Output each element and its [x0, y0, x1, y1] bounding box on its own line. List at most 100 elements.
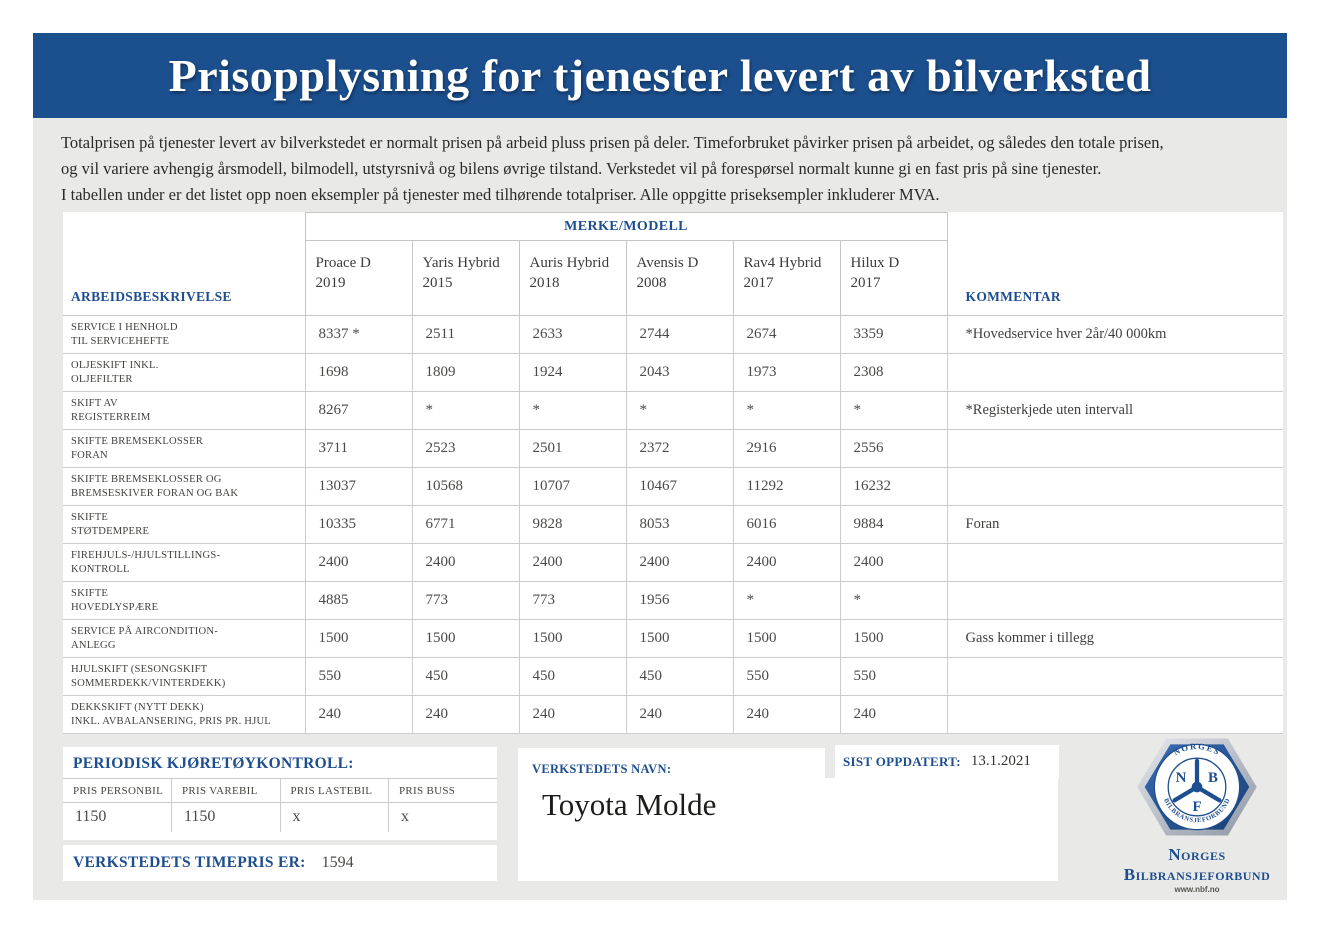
price-cell: 1500: [732, 619, 840, 658]
price-cell: 8053: [625, 505, 733, 544]
logo-org-name: Norges Bilbransjeforbund: [1091, 845, 1303, 884]
price-cell: 16232: [839, 467, 948, 506]
price-cell: 1500: [411, 619, 519, 658]
model-header-yaris: Yaris Hybrid 2015: [411, 240, 519, 316]
model-header-proace: Proace D 2019: [304, 240, 412, 316]
price-cell: 2043: [625, 353, 733, 392]
table-row: SKIFTE HOVEDLYSPÆRE 4885 773 773 1956 * …: [63, 581, 1284, 620]
model-header-rav4: Rav4 Hybrid 2017: [732, 240, 840, 316]
comment-cell: [946, 429, 1284, 468]
comment-header-label: KOMMENTAR: [946, 212, 1284, 316]
price-cell: 450: [518, 657, 626, 696]
periodic-header-row: PRIS PERSONBIL PRIS VAREBIL PRIS LASTEBI…: [63, 779, 497, 803]
logo-org-line1: Norges: [1168, 845, 1226, 864]
price-cell: 13037: [304, 467, 412, 506]
workshop-name-label: VERKSTEDETS NAVN:: [532, 762, 672, 776]
price-cell: 773: [518, 581, 626, 620]
comment-cell: Foran: [946, 505, 1284, 544]
price-cell: 9828: [518, 505, 626, 544]
price-table: ARBEIDSBESKRIVELSE MERKE/MODELL KOMMENTA…: [63, 212, 1284, 734]
price-cell: 2501: [518, 429, 626, 468]
row-label: SKIFTE BREMSEKLOSSER FORAN: [63, 429, 305, 468]
price-cell: 773: [411, 581, 519, 620]
row-label: SKIFTE STØTDEMPERE: [63, 505, 305, 544]
price-cell: 2400: [839, 543, 948, 582]
price-cell: 1500: [625, 619, 733, 658]
periodic-header-personbil: PRIS PERSONBIL: [63, 779, 172, 803]
row-label: FIREHJULS-/HJULSTILLINGS- KONTROLL: [63, 543, 305, 582]
price-cell: 2400: [304, 543, 412, 582]
row-label: SKIFT AV REGISTERREIM: [63, 391, 305, 430]
price-cell: 9884: [839, 505, 948, 544]
last-updated-label: SIST OPPDATERT:: [843, 753, 961, 769]
nbf-emblem-icon: NORGES BILBRANSJEFORBUND N B F: [1137, 738, 1257, 836]
comment-cell: [946, 353, 1284, 392]
price-cell: 10467: [625, 467, 733, 506]
price-cell: 3711: [304, 429, 412, 468]
price-cell: 2523: [411, 429, 519, 468]
comment-cell: [946, 657, 1284, 696]
price-cell: *: [839, 581, 948, 620]
comment-cell: *Registerkjede uten intervall: [946, 391, 1284, 430]
hourly-rate-box: VERKSTEDETS TIMEPRIS ER: 1594: [63, 845, 497, 881]
comment-cell: [946, 581, 1284, 620]
table-row: OLJESKIFT INKL. OLJEFILTER 1698 1809 192…: [63, 353, 1284, 392]
nbf-logo: NORGES BILBRANSJEFORBUND N B F Norges Bi…: [1091, 731, 1303, 894]
price-cell: 10335: [304, 505, 412, 544]
row-label: SERVICE I HENHOLD TIL SERVICEHEFTE: [63, 315, 305, 354]
price-cell: *: [732, 391, 840, 430]
price-cell: 6771: [411, 505, 519, 544]
row-label: DEKKSKIFT (NYTT DEKK) INKL. AVBALANSERIN…: [63, 695, 305, 734]
row-label: OLJESKIFT INKL. OLJEFILTER: [63, 353, 305, 392]
periodic-value-varebil: 1150: [171, 802, 280, 832]
price-cell: 240: [839, 695, 948, 734]
price-cell: *: [518, 391, 626, 430]
workshop-name: Toyota Molde: [542, 787, 717, 822]
price-cell: 1956: [625, 581, 733, 620]
price-cell: 450: [625, 657, 733, 696]
intro-paragraph: Totalprisen på tjenester levert av bilve…: [61, 130, 1266, 208]
price-cell: 10568: [411, 467, 519, 506]
logo-org-line2: Bilbransjeforbund: [1123, 864, 1271, 884]
table-row: SKIFTE STØTDEMPERE 10335 6771 9828 8053 …: [63, 505, 1284, 544]
price-cell: 1809: [411, 353, 519, 392]
price-cell: 2400: [518, 543, 626, 582]
row-label: SKIFTE BREMSEKLOSSER OG BREMSESKIVER FOR…: [63, 467, 305, 506]
merke-modell-header: MERKE/MODELL: [304, 212, 948, 241]
table-row: SERVICE PÅ AIRCONDITION- ANLEGG 1500 150…: [63, 619, 1284, 658]
price-cell: 2674: [732, 315, 840, 354]
comment-cell: Gass kommer i tillegg: [946, 619, 1284, 658]
periodic-control-box: PERIODISK KJØRETØYKONTROLL: PRIS PERSONB…: [63, 747, 497, 840]
last-updated-value: 13.1.2021: [970, 753, 1031, 769]
table-group-header-row: ARBEIDSBESKRIVELSE MERKE/MODELL KOMMENTA…: [63, 212, 1284, 316]
price-cell: 1500: [839, 619, 948, 658]
price-cell: 1973: [732, 353, 840, 392]
price-cell: 8267: [304, 391, 412, 430]
price-cell: *: [625, 391, 733, 430]
price-cell: 550: [839, 657, 948, 696]
price-cell: *: [411, 391, 519, 430]
periodic-control-table: PRIS PERSONBIL PRIS VAREBIL PRIS LASTEBI…: [63, 779, 497, 832]
row-header-label: ARBEIDSBESKRIVELSE: [63, 212, 305, 316]
price-cell: 2400: [411, 543, 519, 582]
emblem-letter-n: N: [1176, 770, 1187, 786]
periodic-value-lastebil: x: [279, 802, 389, 832]
price-cell: 240: [411, 695, 519, 734]
last-updated-box: SIST OPPDATERT: 13.1.2021: [825, 745, 1059, 778]
price-cell: 2308: [839, 353, 948, 392]
price-cell: 240: [304, 695, 412, 734]
price-cell: 2400: [732, 543, 840, 582]
intro-line-2: og vil variere avhengig årsmodell, bilmo…: [61, 158, 1102, 178]
table-row: SKIFTE BREMSEKLOSSER OG BREMSESKIVER FOR…: [63, 467, 1284, 506]
price-cell: 2556: [839, 429, 948, 468]
price-cell: 2511: [411, 315, 519, 354]
price-cell: 11292: [732, 467, 840, 506]
model-header-avensis: Avensis D 2008: [625, 240, 733, 316]
price-cell: 2916: [732, 429, 840, 468]
comment-cell: [946, 467, 1284, 506]
price-cell: 6016: [732, 505, 840, 544]
periodic-header-varebil: PRIS VAREBIL: [171, 779, 280, 803]
row-label: HJULSKIFT (SESONGSKIFT SOMMERDEKK/VINTER…: [63, 657, 305, 696]
title-band: Prisopplysning for tjenester levert av b…: [33, 33, 1287, 118]
periodic-header-lastebil: PRIS LASTEBIL: [279, 779, 389, 803]
